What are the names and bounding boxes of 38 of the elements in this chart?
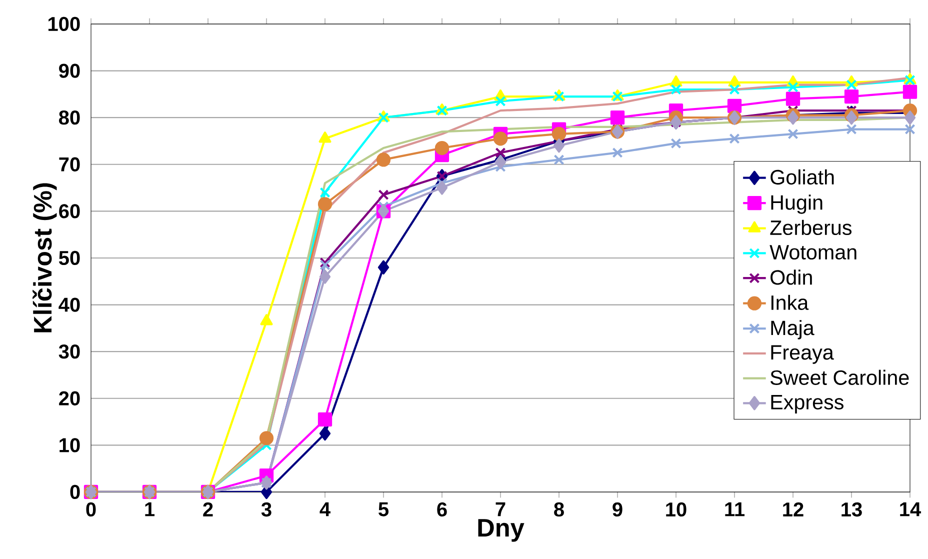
x-tick-label: 8 — [554, 502, 564, 517]
x-tick-label: 13 — [842, 502, 862, 517]
legend-label: Wotoman — [770, 245, 856, 260]
legend-label: Zerberus — [770, 220, 852, 236]
y-tick-label: 70 — [59, 157, 80, 172]
x-tick-label: 10 — [666, 502, 686, 517]
y-tick-label: 100 — [48, 16, 80, 32]
x-tick-label: 14 — [900, 502, 922, 516]
x-tick-label: 2 — [203, 502, 213, 516]
y-tick-label: 50 — [58, 250, 80, 266]
legend-label: Sweet Caroline — [770, 370, 909, 385]
x-tick-label: 11 — [725, 502, 745, 516]
y-tick-label: 0 — [70, 484, 80, 500]
legend-label: Freaya — [771, 345, 834, 364]
x-tick-label: 1 — [145, 502, 155, 516]
x-tick-label: 9 — [612, 502, 622, 517]
legend-label: Inka — [771, 294, 809, 310]
x-tick-label: 0 — [86, 502, 96, 517]
y-tick-label: 40 — [58, 298, 80, 312]
legend-label: Express — [771, 395, 844, 414]
x-tick-label: 7 — [496, 502, 506, 516]
y-tick-label: 80 — [58, 110, 80, 125]
legend-label: Odin — [770, 270, 812, 285]
y-tick-label: 20 — [59, 391, 80, 406]
y-tick-label: 10 — [60, 438, 80, 452]
y-tick-label: 60 — [59, 204, 80, 218]
x-tick-label: 6 — [437, 502, 447, 517]
x-tick-label: 12 — [783, 502, 804, 516]
x-tick-label: 5 — [378, 502, 389, 516]
y-axis-title: Klíčivost (%) — [32, 183, 57, 332]
x-tick-label: 3 — [261, 502, 272, 517]
x-tick-label: 4 — [320, 502, 330, 516]
legend-label: Hugin — [771, 194, 822, 214]
legend-label: Maja — [771, 320, 814, 340]
y-tick-label: 30 — [58, 344, 80, 359]
y-tick-label: 90 — [59, 64, 80, 78]
legend-label: Goliath — [770, 169, 834, 185]
x-axis-title: Dny — [478, 519, 524, 542]
